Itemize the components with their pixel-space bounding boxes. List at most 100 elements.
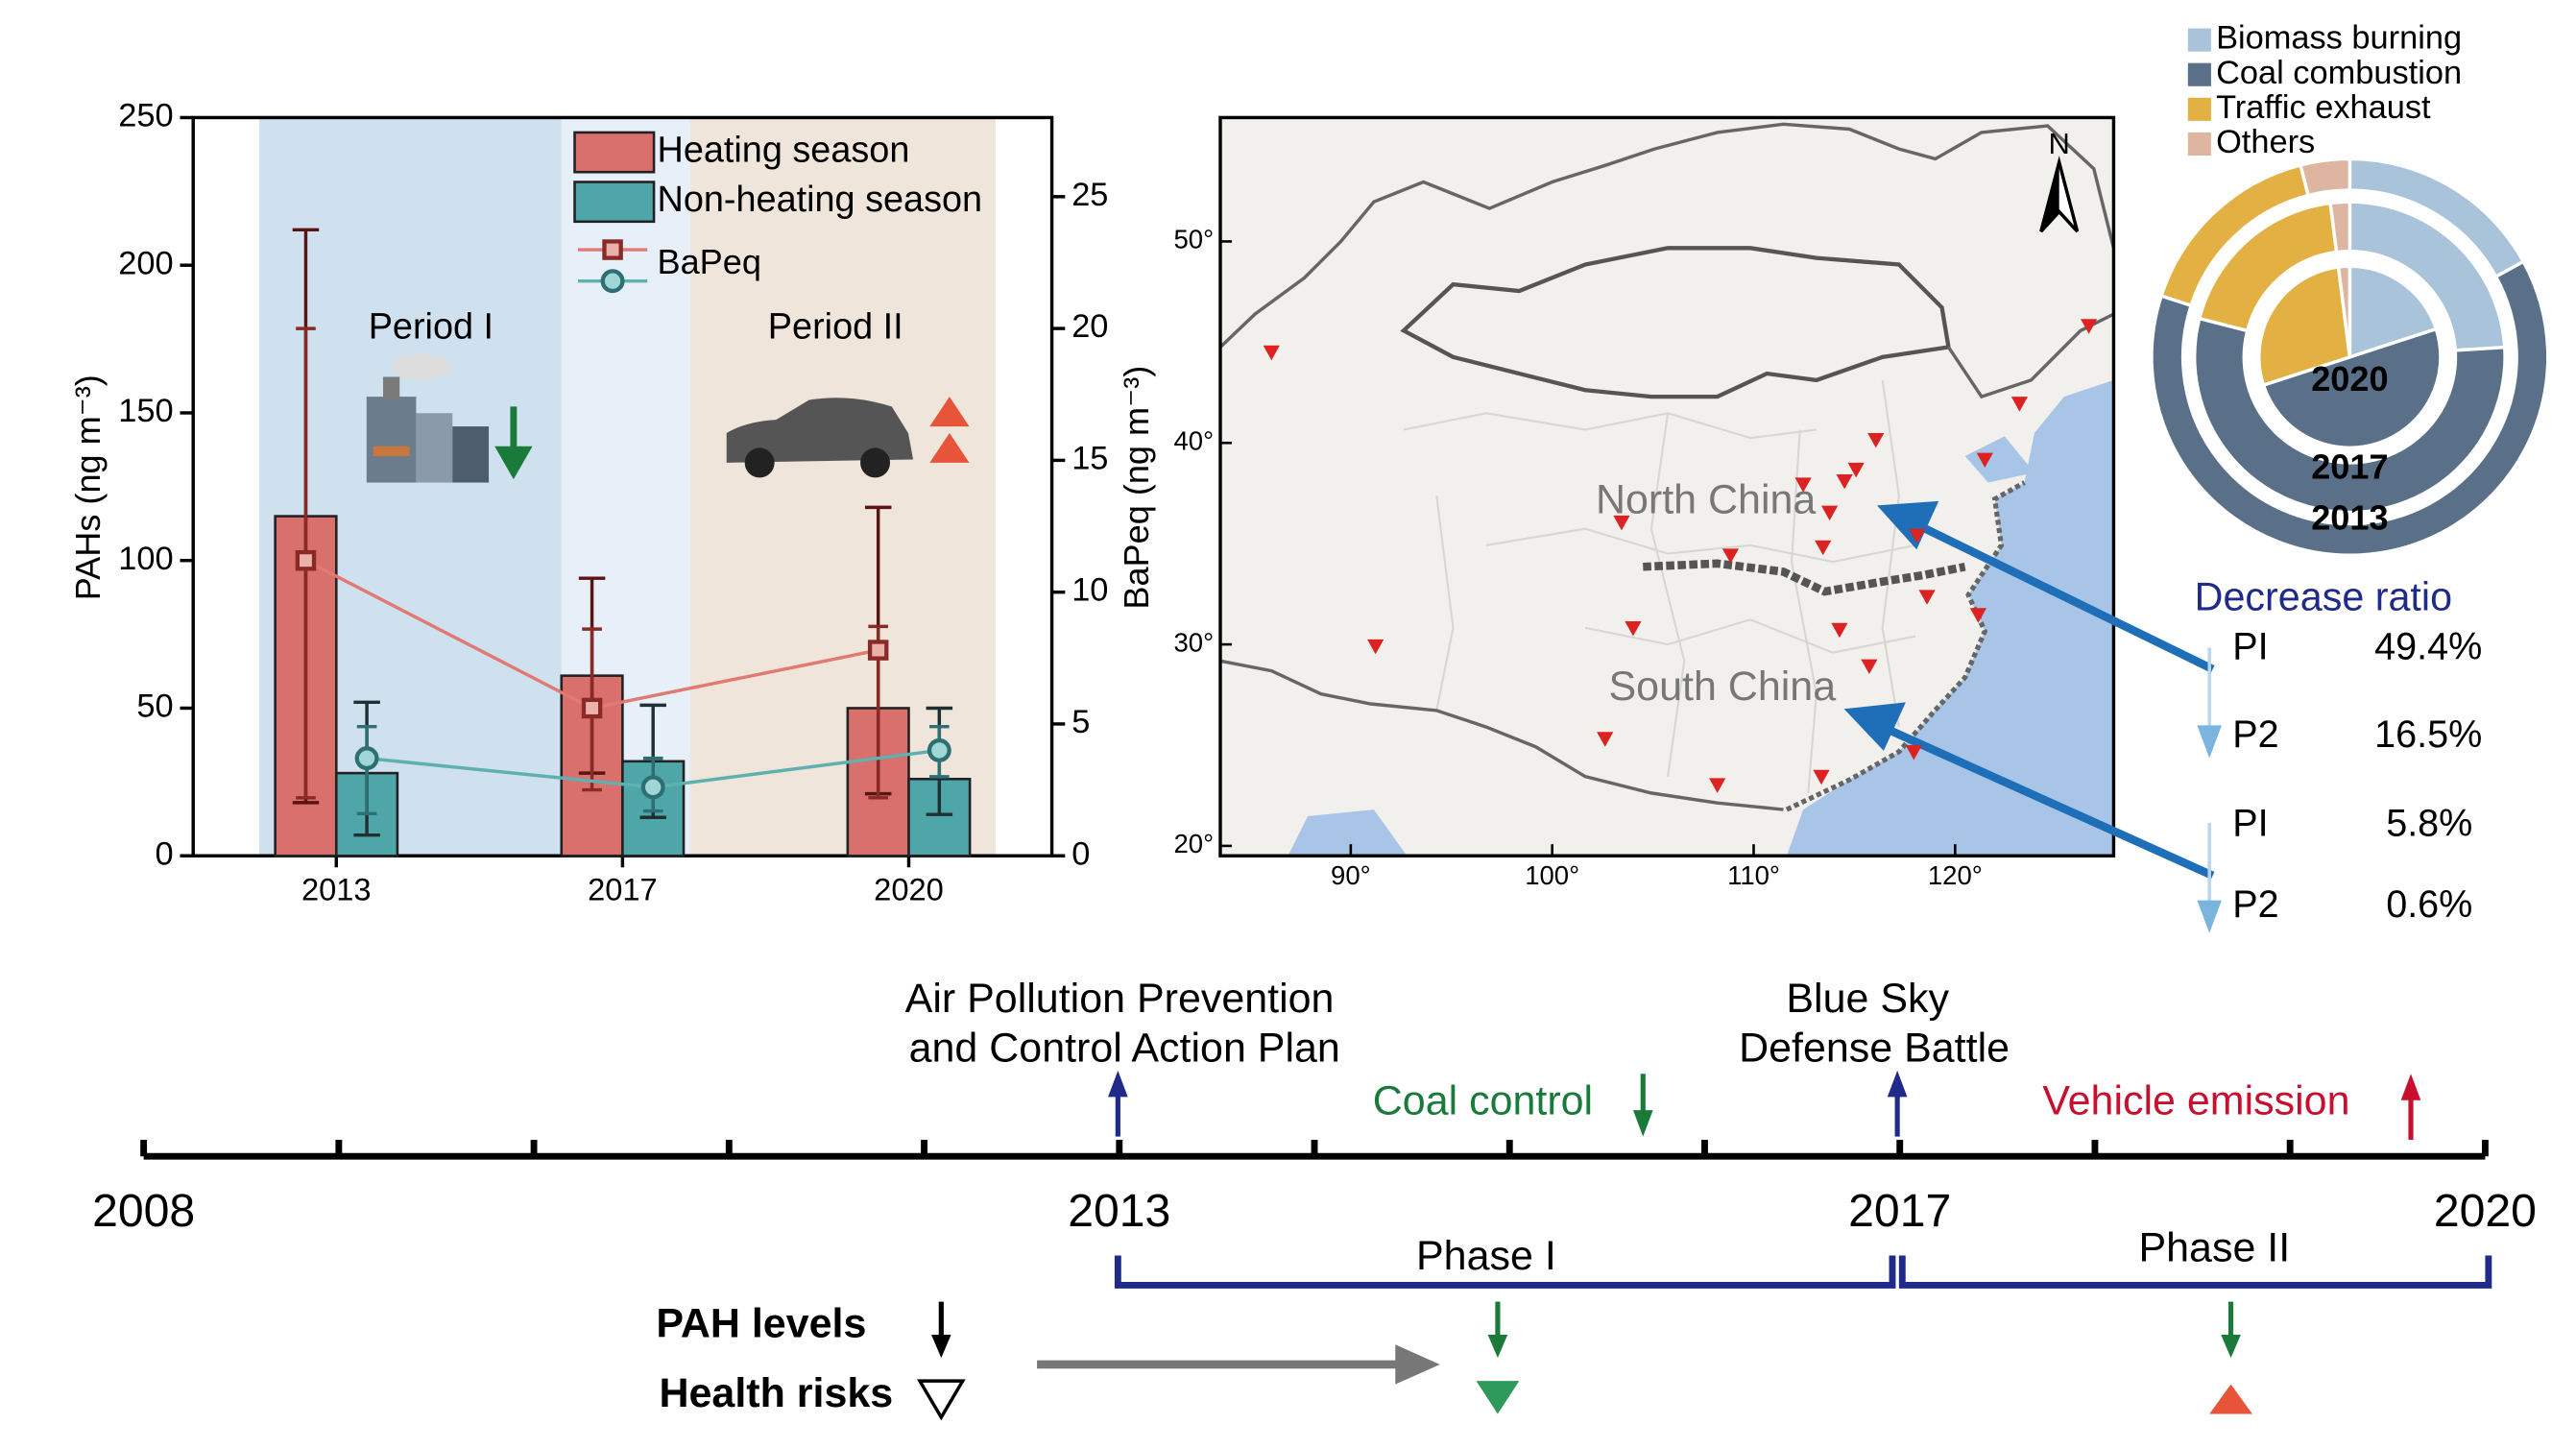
pie-sector: [2336, 264, 2352, 358]
legend-swatch: [573, 181, 656, 224]
pie-sector: [2328, 200, 2352, 254]
y2-tick-label: 10: [1071, 572, 1108, 609]
y-tick-label: 50: [136, 688, 173, 725]
legend-swatch: [2187, 62, 2211, 86]
marker: [295, 549, 317, 571]
phase: Phase II: [2138, 1225, 2290, 1271]
site: [2081, 319, 2098, 334]
car-wheel: [860, 447, 891, 478]
site: [2010, 397, 2029, 412]
y-axis-label: PAHs (ng m⁻³): [68, 374, 108, 600]
site: [1821, 505, 1839, 521]
map-tick-label: 90°: [1331, 860, 1371, 890]
pie-sector: [2261, 326, 2443, 450]
site: [1831, 622, 1848, 639]
ratio-value: 49.4%: [2374, 626, 2482, 668]
y2-tick-label: 15: [1071, 440, 1108, 476]
y-tick-label: 0: [155, 835, 173, 872]
y-tick-label: 200: [118, 245, 173, 281]
timeline-texts: Air Pollution Prevention and Control Act…: [656, 976, 2349, 1416]
marker: [354, 746, 379, 771]
site: [1861, 659, 1878, 675]
x-tick-label: 2017: [588, 872, 658, 907]
site: [1367, 639, 1384, 655]
y2-axis-label: BaPeq (ng m⁻³): [1117, 366, 1156, 610]
site: [1721, 548, 1740, 564]
map-tick-label: 120°: [1928, 860, 1983, 890]
legend-label: Non-heating season: [658, 180, 983, 220]
down-arrow: [494, 406, 533, 480]
site: [1905, 744, 1922, 761]
region-label: North China: [1596, 477, 1816, 523]
site: [1709, 778, 1726, 793]
site: [1813, 769, 1830, 785]
car-wheel: [744, 447, 775, 478]
control: Coal control: [1373, 1078, 1593, 1124]
legend-label: Others: [2216, 124, 2315, 160]
map-tick-label: 110°: [1727, 860, 1780, 890]
outcome: PAH levels: [656, 1301, 866, 1347]
legend-swatch: [2187, 28, 2211, 52]
year-label: 2020: [2434, 1185, 2537, 1237]
ring-label: 2017: [2311, 447, 2388, 486]
marker: [927, 737, 951, 762]
site: [1847, 462, 1865, 478]
pie-sector: [2257, 265, 2352, 388]
outcome: Health risks: [659, 1370, 893, 1416]
y-tick-label: 100: [118, 541, 173, 577]
site: [1969, 608, 1987, 623]
ring-label: 2013: [2311, 498, 2388, 538]
control: Vehicle emission: [2042, 1078, 2349, 1124]
ring-label: 2020: [2311, 359, 2388, 398]
map-tick-label: 100°: [1525, 860, 1579, 890]
phase: Phase I: [1416, 1233, 1556, 1279]
map-tick-label: 30°: [1174, 627, 1215, 657]
site: [1794, 477, 1812, 493]
policy: and Control Action Plan: [909, 1026, 1340, 1072]
site: [1263, 345, 1280, 361]
ratio-period: P2: [2232, 883, 2278, 926]
legend-swatch: [2187, 97, 2211, 121]
x-tick-label: 2013: [301, 872, 372, 907]
site: [1918, 590, 1936, 605]
region-label: South China: [1609, 664, 1837, 710]
period-shade: [689, 117, 997, 857]
site: [1867, 432, 1885, 448]
pie-sector: [2298, 157, 2352, 198]
map-tick-label: 50°: [1174, 225, 1215, 254]
site: [1909, 528, 1926, 544]
policy: Blue Sky: [1786, 976, 1949, 1022]
map: [1218, 115, 2116, 857]
legend-marker: [602, 239, 623, 260]
year-label: 2017: [1848, 1185, 1951, 1237]
up-triangle: [929, 432, 970, 463]
north-label: N: [2049, 127, 2070, 160]
legend-swatch: [2187, 132, 2211, 157]
site: [1976, 452, 1993, 469]
policy: Defense Battle: [1739, 1026, 2010, 1072]
marker: [581, 697, 603, 719]
ratio-period: P2: [2232, 713, 2278, 756]
x-tick-label: 2020: [874, 872, 944, 907]
marker: [640, 775, 665, 800]
y2-tick-label: 25: [1071, 177, 1108, 213]
map-tick-label: 40°: [1174, 426, 1215, 456]
pie-sector: [2347, 200, 2507, 352]
year-label: 2013: [1068, 1185, 1170, 1237]
legend-swatch: [573, 131, 656, 174]
timeline-arrows: [916, 1070, 2492, 1421]
legend-label: Biomass burning: [2216, 20, 2462, 57]
ratio-title: Decrease ratio: [2195, 575, 2452, 619]
factory-icon: [366, 353, 490, 483]
y-tick-label: 250: [118, 98, 173, 134]
y-tick-label: 150: [118, 393, 173, 429]
legend-label: Coal combustion: [2216, 55, 2462, 91]
legend-label: BaPeq: [658, 242, 761, 281]
legend-marker: [600, 269, 625, 294]
ratio-arrows: [2197, 647, 2222, 933]
map-tick-label: 20°: [1174, 829, 1215, 858]
site: [1613, 515, 1630, 531]
up-triangle: [929, 397, 970, 427]
y2-tick-label: 20: [1071, 308, 1108, 345]
